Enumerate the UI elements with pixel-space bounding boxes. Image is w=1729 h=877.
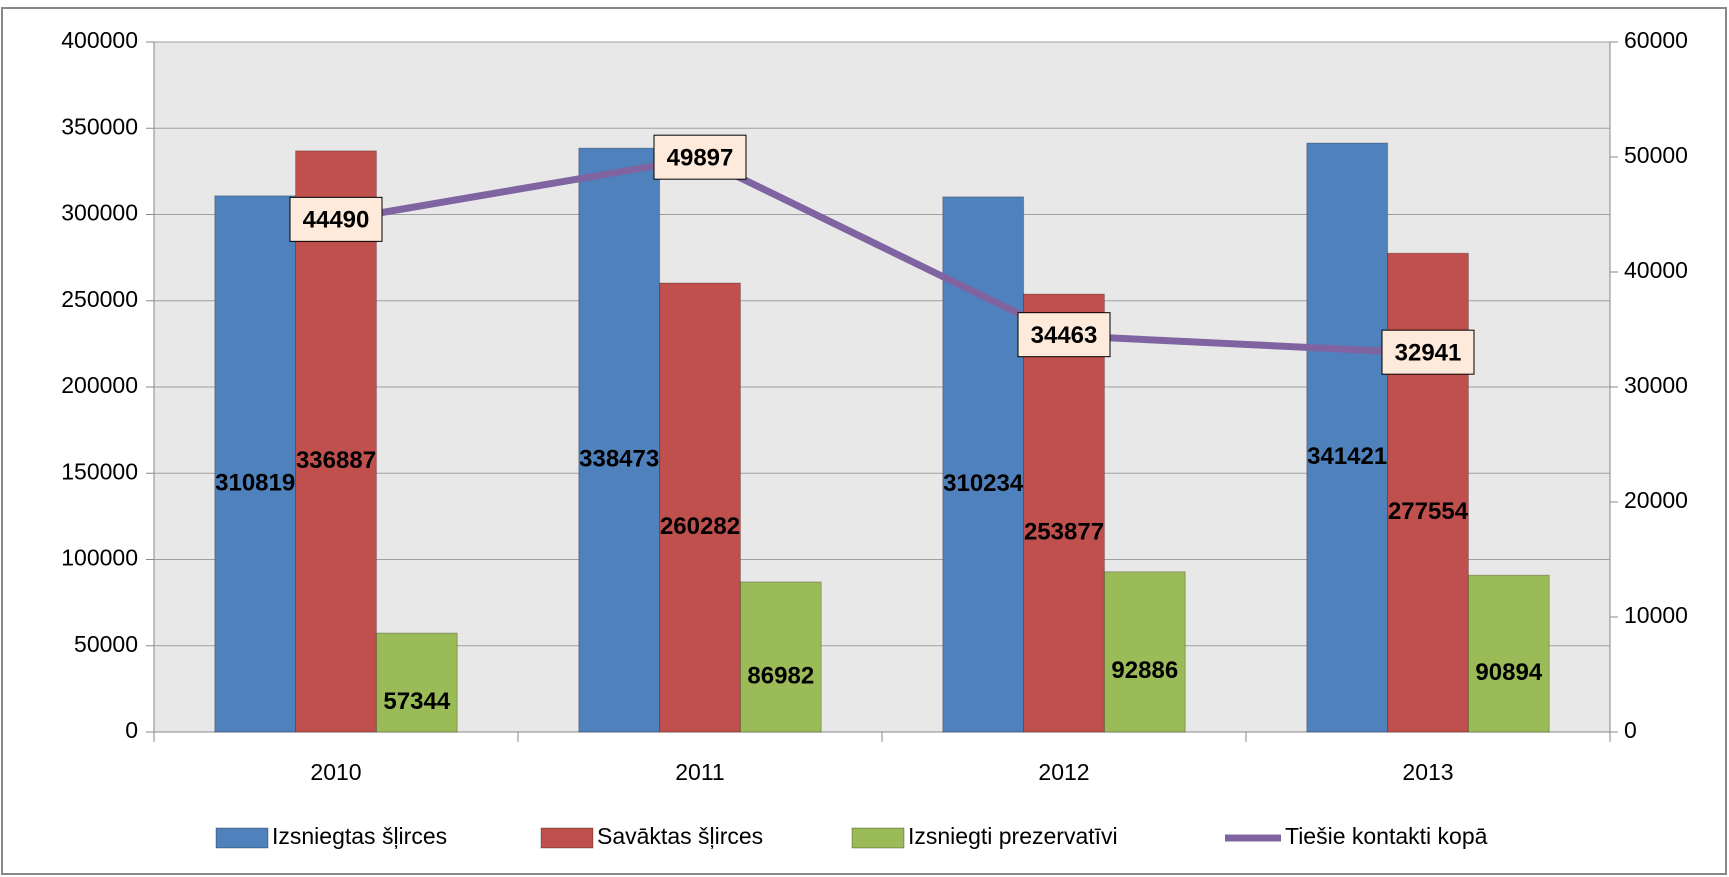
y-tick-label: 50000 [74,631,138,657]
y-tick-label: 250000 [61,286,138,312]
x-tick-label: 2010 [310,759,361,785]
line-value-label: 34463 [1031,322,1098,349]
value-label: 336887 [296,447,376,474]
value-label: 57344 [383,688,450,715]
bar [578,147,661,733]
bar [1467,574,1550,733]
y-tick-label: 150000 [61,458,138,484]
value-label: 253877 [1024,518,1104,545]
y2-tick-label: 40000 [1624,257,1688,283]
y-tick-label: 300000 [61,200,138,226]
line-series [335,154,1429,357]
y2-tick-label: 60000 [1624,27,1688,53]
legend-swatch [540,827,594,849]
bar [295,150,377,733]
bar [1387,252,1469,733]
legend-label: Tiešie kontakti kopā [1285,823,1488,849]
bar [942,196,1025,733]
legend-swatch [851,827,905,849]
y2-tick-label: 10000 [1624,602,1688,628]
value-label: 260282 [660,513,740,540]
value-label: 338473 [579,445,659,472]
value-label: 310234 [943,470,1024,497]
line-value-label: 44490 [303,207,370,234]
y-tick-label: 200000 [61,372,138,398]
bar [375,632,458,733]
y-tick-label: 100000 [61,545,138,571]
legend-swatch [215,827,269,849]
legend-label: Izsniegtas šļirces [272,823,447,849]
label-box [653,134,747,180]
x-tick-label: 2012 [1038,759,1089,785]
bar [1103,571,1186,733]
bar [214,195,297,733]
value-label: 310819 [215,469,295,496]
legend-label: Savāktas šļirces [597,823,763,849]
bar [1023,293,1105,733]
bar [659,282,741,733]
y2-tick-label: 50000 [1624,142,1688,168]
value-label: 86982 [747,662,814,689]
line-value-label: 49897 [667,145,734,172]
bar [1306,142,1389,733]
value-label: 92886 [1111,657,1178,684]
x-tick-label: 2013 [1402,759,1453,785]
value-label: 90894 [1475,659,1542,686]
label-box [289,196,383,242]
label-box [1381,329,1475,375]
value-label: 277554 [1388,498,1469,525]
y-tick-label: 350000 [61,113,138,139]
bar [739,581,822,733]
y-tick-label: 0 [125,717,138,743]
y-tick-label: 400000 [61,27,138,53]
y2-tick-label: 0 [1624,717,1637,743]
label-box [1017,312,1111,358]
value-label: 341421 [1307,443,1387,470]
x-tick-label: 2011 [675,759,724,785]
line-value-label: 32941 [1395,340,1462,367]
y2-tick-label: 20000 [1624,487,1688,513]
legend-label: Izsniegti prezervatīvi [908,823,1118,849]
y2-tick-label: 30000 [1624,372,1688,398]
